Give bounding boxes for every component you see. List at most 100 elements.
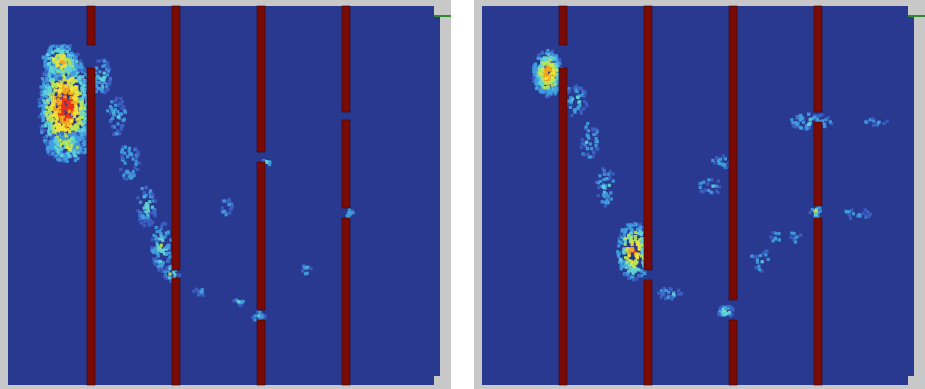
density-cell — [73, 112, 77, 116]
density-cell — [45, 56, 49, 60]
density-cell — [43, 128, 47, 133]
density-cell — [555, 74, 559, 78]
exit-marker — [434, 15, 451, 17]
density-cell — [552, 86, 556, 90]
density-cell — [121, 145, 125, 149]
density-cell — [54, 153, 58, 158]
density-cell — [74, 63, 78, 67]
density-cell — [627, 251, 631, 255]
density-cell — [64, 98, 68, 102]
density-cell — [103, 63, 107, 67]
density-cell — [66, 69, 70, 73]
density-cell — [555, 64, 559, 68]
density-cell — [71, 76, 75, 80]
density-cell — [550, 62, 555, 66]
density-cell — [149, 222, 153, 226]
density-cell — [56, 48, 60, 52]
density-cell — [547, 61, 551, 65]
density-cell — [72, 127, 76, 131]
density-cell — [76, 142, 80, 146]
density-cell — [550, 83, 554, 87]
density-cell — [63, 51, 67, 55]
density-cell — [579, 109, 583, 113]
density-cell — [52, 105, 56, 110]
density-cell — [94, 89, 98, 94]
density-cell — [634, 222, 638, 226]
density-cell — [82, 106, 86, 110]
density-cell — [228, 199, 232, 204]
wall-segment-1 — [558, 67, 568, 386]
density-cell — [818, 206, 822, 210]
density-cell — [551, 53, 555, 57]
density-cell — [569, 96, 573, 100]
density-cell — [49, 146, 53, 150]
density-cell — [45, 82, 49, 86]
wall-segment-4 — [813, 121, 823, 207]
density-cell — [124, 170, 129, 174]
density-cell — [78, 117, 82, 121]
density-cell — [237, 300, 241, 304]
density-cell — [46, 98, 50, 103]
density-cell — [67, 105, 71, 109]
density-cell — [532, 66, 536, 70]
density-cell — [603, 200, 607, 205]
density-cell — [760, 260, 764, 264]
density-cell — [636, 240, 640, 244]
density-cell — [156, 265, 160, 269]
density-cell — [631, 271, 635, 275]
density-cell — [41, 124, 45, 128]
density-cell — [540, 77, 545, 81]
density-cell — [716, 179, 720, 183]
density-cell — [100, 89, 104, 93]
density-cell — [602, 184, 606, 189]
density-cell — [168, 272, 172, 276]
density-cell — [85, 98, 89, 102]
density-cell — [108, 120, 112, 124]
density-cell — [117, 103, 121, 108]
density-cell — [165, 233, 169, 237]
density-cell — [631, 264, 636, 269]
density-cell — [568, 105, 573, 109]
density-cell — [64, 84, 68, 88]
density-cell — [729, 314, 733, 318]
density-cell — [622, 233, 627, 237]
density-cell — [63, 95, 67, 99]
density-cell — [536, 56, 540, 60]
density-cell — [586, 147, 590, 151]
density-cell — [605, 198, 609, 202]
density-cell — [51, 70, 55, 74]
density-cell — [702, 180, 706, 184]
wall-segment-4 — [813, 5, 823, 113]
density-cell — [105, 73, 110, 77]
density-cell — [619, 233, 623, 237]
density-cell — [792, 238, 796, 242]
density-cell — [609, 191, 613, 195]
density-cell — [851, 212, 855, 216]
density-cell — [551, 80, 556, 84]
density-cell — [83, 96, 87, 100]
density-cell — [552, 78, 556, 82]
density-cell — [95, 76, 99, 80]
density-cell — [820, 113, 824, 117]
density-cell — [630, 227, 634, 231]
density-cell — [568, 99, 572, 103]
density-cell — [662, 287, 666, 291]
density-cell — [150, 205, 154, 209]
density-cell — [348, 211, 352, 215]
density-cell — [70, 132, 74, 136]
density-cell — [823, 125, 827, 129]
density-cell — [126, 155, 130, 159]
density-cell — [546, 92, 550, 96]
density-cell — [69, 107, 73, 111]
density-cell — [60, 153, 64, 157]
density-cell — [57, 138, 61, 142]
density-cell — [630, 242, 634, 247]
density-cell — [153, 262, 157, 266]
wall-segment-3 — [256, 319, 266, 386]
density-cell — [554, 90, 558, 94]
density-cell — [715, 156, 719, 160]
density-cell — [41, 119, 45, 123]
density-cell — [77, 128, 81, 132]
density-cell — [616, 252, 620, 256]
density-cell — [642, 263, 646, 267]
